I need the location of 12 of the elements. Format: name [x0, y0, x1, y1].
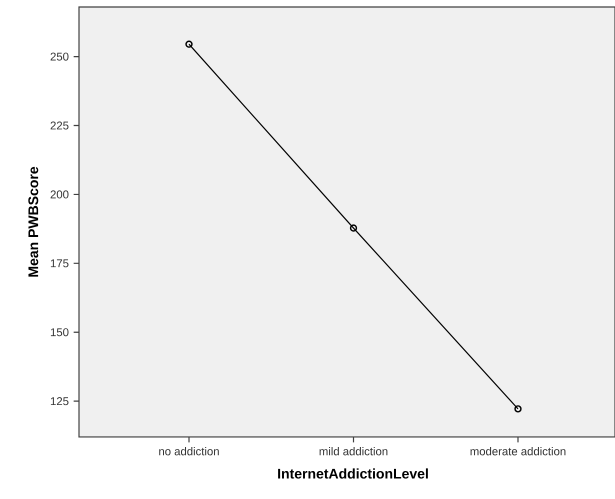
y-tick-label: 150 — [50, 328, 69, 336]
y-tick-label: 175 — [50, 259, 68, 268]
x-tick-label: mild addiction — [320, 447, 388, 456]
point — [350, 224, 358, 232]
x-axis-title: InternetAddictionLevel — [278, 468, 428, 479]
x-tick-label: moderate addiction — [470, 447, 566, 456]
y-tick-label: 125 — [50, 397, 68, 406]
y-tick-label: 250 — [50, 52, 69, 61]
x-tick-label: no addiction — [159, 447, 219, 456]
y-axis-title: Mean PWBScore — [28, 166, 38, 277]
y-tick-label: 225 — [50, 122, 68, 130]
y-tick-label: 200 — [50, 190, 69, 198]
